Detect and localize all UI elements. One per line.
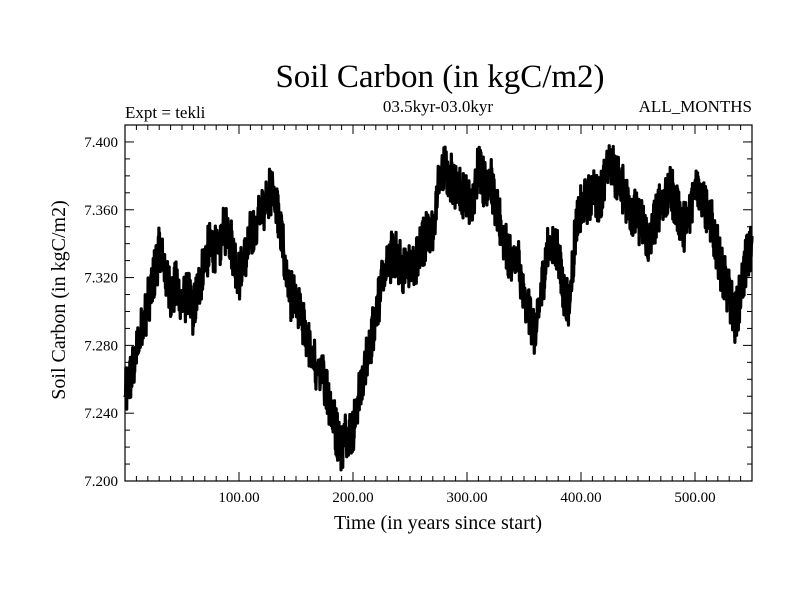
x-tick-label: 400.00: [560, 490, 601, 506]
chart-subtitle: 03.5kyr-03.0kyr: [383, 97, 493, 116]
chart-title: Soil Carbon (in kgC/m2): [275, 59, 604, 95]
y-tick-label: 7.360: [84, 203, 118, 219]
y-tick-label: 7.400: [84, 135, 118, 151]
y-axis-label: Soil Carbon (in kgC/m2): [48, 200, 70, 399]
x-tick-label: 300.00: [446, 490, 487, 506]
x-tick-label: 200.00: [332, 490, 373, 506]
y-tick-label: 7.240: [84, 406, 118, 422]
experiment-label: Expt = tekli: [125, 103, 206, 122]
x-axis-label: Time (in years since start): [334, 512, 542, 534]
y-tick-label: 7.280: [84, 338, 118, 354]
y-tick-label: 7.200: [84, 474, 118, 490]
y-tick-label: 7.320: [84, 271, 118, 287]
plot-frame: [124, 124, 753, 482]
series-line-soil-carbon: [123, 144, 754, 472]
x-tick-label: 500.00: [674, 490, 715, 506]
months-label: ALL_MONTHS: [639, 97, 752, 116]
x-tick-label: 100.00: [218, 490, 259, 506]
